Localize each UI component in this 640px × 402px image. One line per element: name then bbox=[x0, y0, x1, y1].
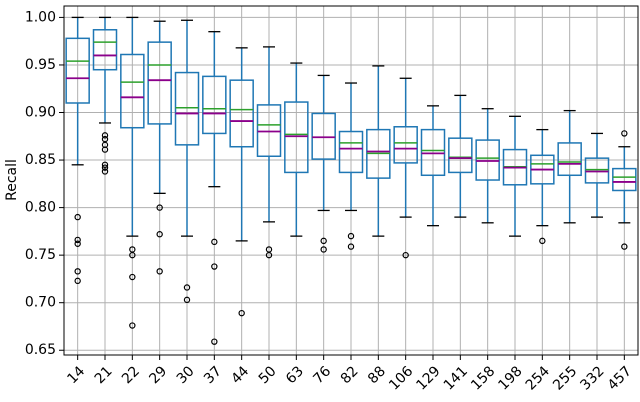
box-iqr bbox=[612, 167, 637, 192]
outlier-point bbox=[183, 296, 191, 304]
box-29 bbox=[147, 20, 172, 275]
box-iqr bbox=[311, 112, 336, 160]
outlier-point bbox=[101, 164, 109, 171]
outlier-point bbox=[101, 132, 109, 139]
box-iqr bbox=[557, 142, 582, 177]
box-37 bbox=[202, 31, 227, 345]
outlier-point bbox=[621, 130, 628, 137]
box-82 bbox=[338, 82, 364, 250]
y-tick-label: 0.85 bbox=[25, 152, 56, 168]
box-iqr bbox=[65, 37, 90, 104]
box-129 bbox=[420, 105, 446, 227]
outlier-point bbox=[539, 237, 546, 245]
box-iqr bbox=[120, 53, 145, 129]
y-tick-label: 0.65 bbox=[25, 342, 56, 358]
y-tick-label: 0.80 bbox=[25, 200, 56, 216]
outlier-point bbox=[211, 238, 218, 246]
box-iqr bbox=[92, 29, 118, 71]
box-255 bbox=[557, 109, 582, 224]
box-457 bbox=[612, 130, 637, 250]
y-tick-label: 0.95 bbox=[25, 57, 56, 73]
outlier-point bbox=[156, 268, 163, 275]
y-axis-ticks: 0.65 0.70 0.75 0.80 0.85 0.90 0.95 1.00 bbox=[25, 9, 64, 358]
outlier-point bbox=[129, 273, 136, 281]
box-iqr bbox=[475, 139, 500, 181]
outlier-point bbox=[101, 161, 109, 169]
box-21 bbox=[92, 16, 118, 175]
box-iqr bbox=[448, 137, 473, 174]
outlier-point bbox=[74, 277, 81, 285]
box-106 bbox=[393, 77, 418, 259]
box-50 bbox=[256, 46, 282, 259]
box-76 bbox=[311, 74, 336, 253]
box-iqr bbox=[284, 101, 309, 174]
box-iqr bbox=[147, 41, 172, 125]
y-tick-label: 0.75 bbox=[25, 247, 56, 263]
outlier-point bbox=[101, 168, 109, 175]
y-axis-label: Recall bbox=[4, 159, 20, 201]
box-254 bbox=[530, 128, 555, 245]
outlier-point bbox=[265, 251, 273, 259]
box-22 bbox=[120, 16, 145, 329]
outlier-point bbox=[156, 204, 163, 211]
outlier-point bbox=[320, 246, 327, 253]
box-44 bbox=[229, 47, 254, 317]
box-198 bbox=[502, 115, 528, 237]
y-tick-label: 0.70 bbox=[25, 295, 56, 311]
outlier-point bbox=[320, 237, 327, 245]
box-iqr bbox=[229, 79, 254, 148]
outlier-point bbox=[402, 251, 409, 259]
outlier-point bbox=[74, 268, 81, 275]
box-iqr bbox=[584, 157, 610, 184]
outlier-point bbox=[211, 338, 218, 345]
boxes bbox=[65, 16, 637, 345]
y-tick-label: 0.90 bbox=[25, 105, 56, 121]
y-tick-label: 1.00 bbox=[25, 9, 56, 25]
outlier-point bbox=[129, 251, 136, 259]
box-iqr bbox=[174, 71, 200, 146]
outlier-point bbox=[101, 146, 109, 153]
outlier-point bbox=[74, 236, 81, 244]
outlier-point bbox=[621, 243, 628, 250]
box-332 bbox=[584, 132, 610, 218]
box-iqr bbox=[338, 130, 364, 174]
box-141 bbox=[448, 94, 473, 218]
outlier-point bbox=[347, 232, 355, 240]
box-iqr bbox=[393, 126, 418, 164]
box-14 bbox=[65, 16, 90, 285]
outlier-point bbox=[238, 309, 245, 317]
box-88 bbox=[366, 65, 391, 237]
outlier-point bbox=[156, 231, 163, 238]
outlier-point bbox=[129, 322, 136, 329]
outlier-point bbox=[74, 213, 81, 221]
outlier-point bbox=[211, 263, 218, 270]
outlier-point bbox=[183, 284, 191, 291]
box-63 bbox=[284, 62, 309, 237]
outlier-point bbox=[347, 243, 355, 250]
outlier-point bbox=[74, 240, 81, 247]
box-30 bbox=[174, 19, 200, 304]
box-iqr bbox=[256, 104, 282, 158]
box-158 bbox=[475, 108, 500, 224]
box-iqr bbox=[420, 128, 446, 177]
box-iqr bbox=[202, 75, 227, 135]
